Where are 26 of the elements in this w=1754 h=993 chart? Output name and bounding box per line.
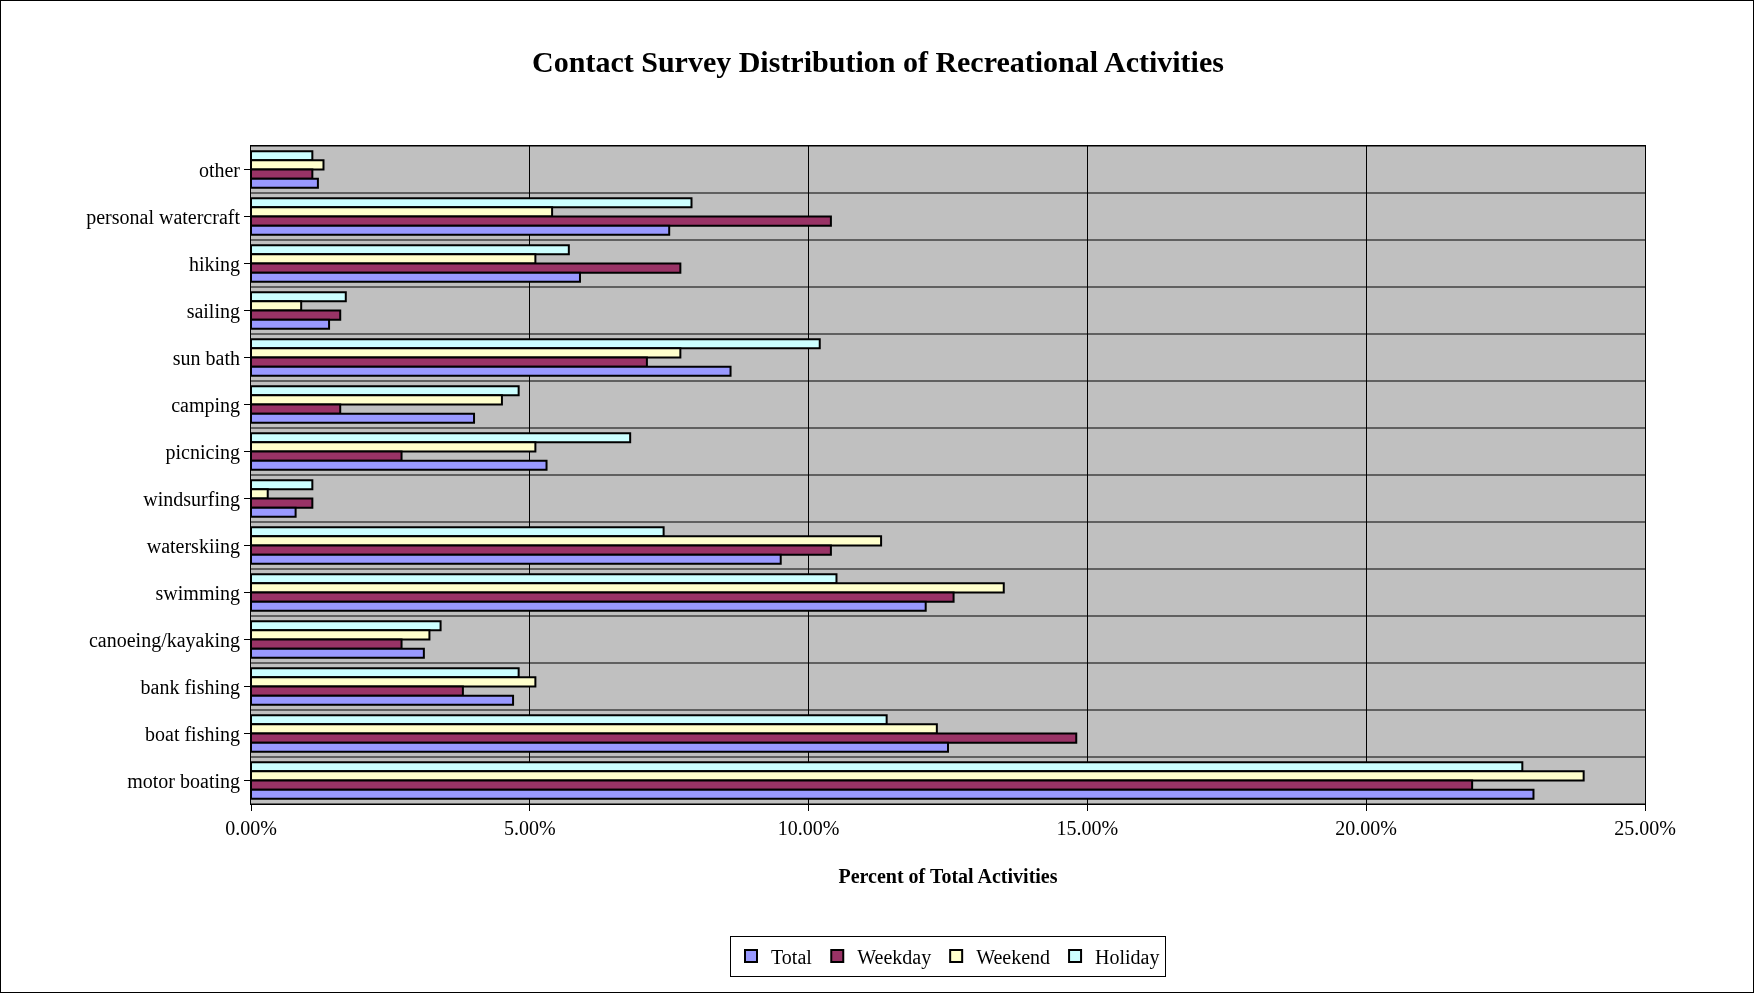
- x-tick-label: 0.00%: [225, 817, 277, 839]
- y-tick-label: waterskiing: [146, 534, 240, 558]
- x-tick-label: 5.00%: [503, 817, 556, 839]
- y-tick-label: hiking: [188, 252, 240, 276]
- x-tick-label: 15.00%: [1056, 817, 1119, 839]
- y-tick-label: motor boating: [127, 769, 240, 793]
- y-tick-label: camping: [171, 393, 240, 417]
- y-tick-label: boat fishing: [145, 722, 240, 746]
- y-tick-label: bank fishing: [140, 675, 240, 699]
- y-tick-label: sun bath: [172, 346, 240, 369]
- chart-title: Contact Survey Distribution of Recreational Activities: [532, 44, 1224, 78]
- y-tick-label: personal watercraft: [86, 205, 241, 229]
- y-tick-label: swimming: [155, 581, 240, 605]
- legend-label: Holiday: [1095, 945, 1160, 969]
- legend-label: Weekday: [857, 945, 932, 969]
- x-tick-label: 10.00%: [777, 817, 840, 839]
- y-tick-label: other: [198, 158, 241, 181]
- x-tick-label: 25.00%: [1614, 817, 1676, 839]
- legend-label: Total: [771, 945, 813, 968]
- legend-label: Weekend: [976, 945, 1051, 968]
- y-tick-label: picnicing: [165, 440, 240, 464]
- y-tick-label: windsurfing: [143, 487, 240, 511]
- y-tick-label: sailing: [186, 299, 240, 323]
- x-axis-title: Percent of Total Activities: [838, 864, 1058, 887]
- y-tick-label: canoeing/kayaking: [88, 628, 240, 652]
- x-tick-label: 20.00%: [1335, 817, 1398, 839]
